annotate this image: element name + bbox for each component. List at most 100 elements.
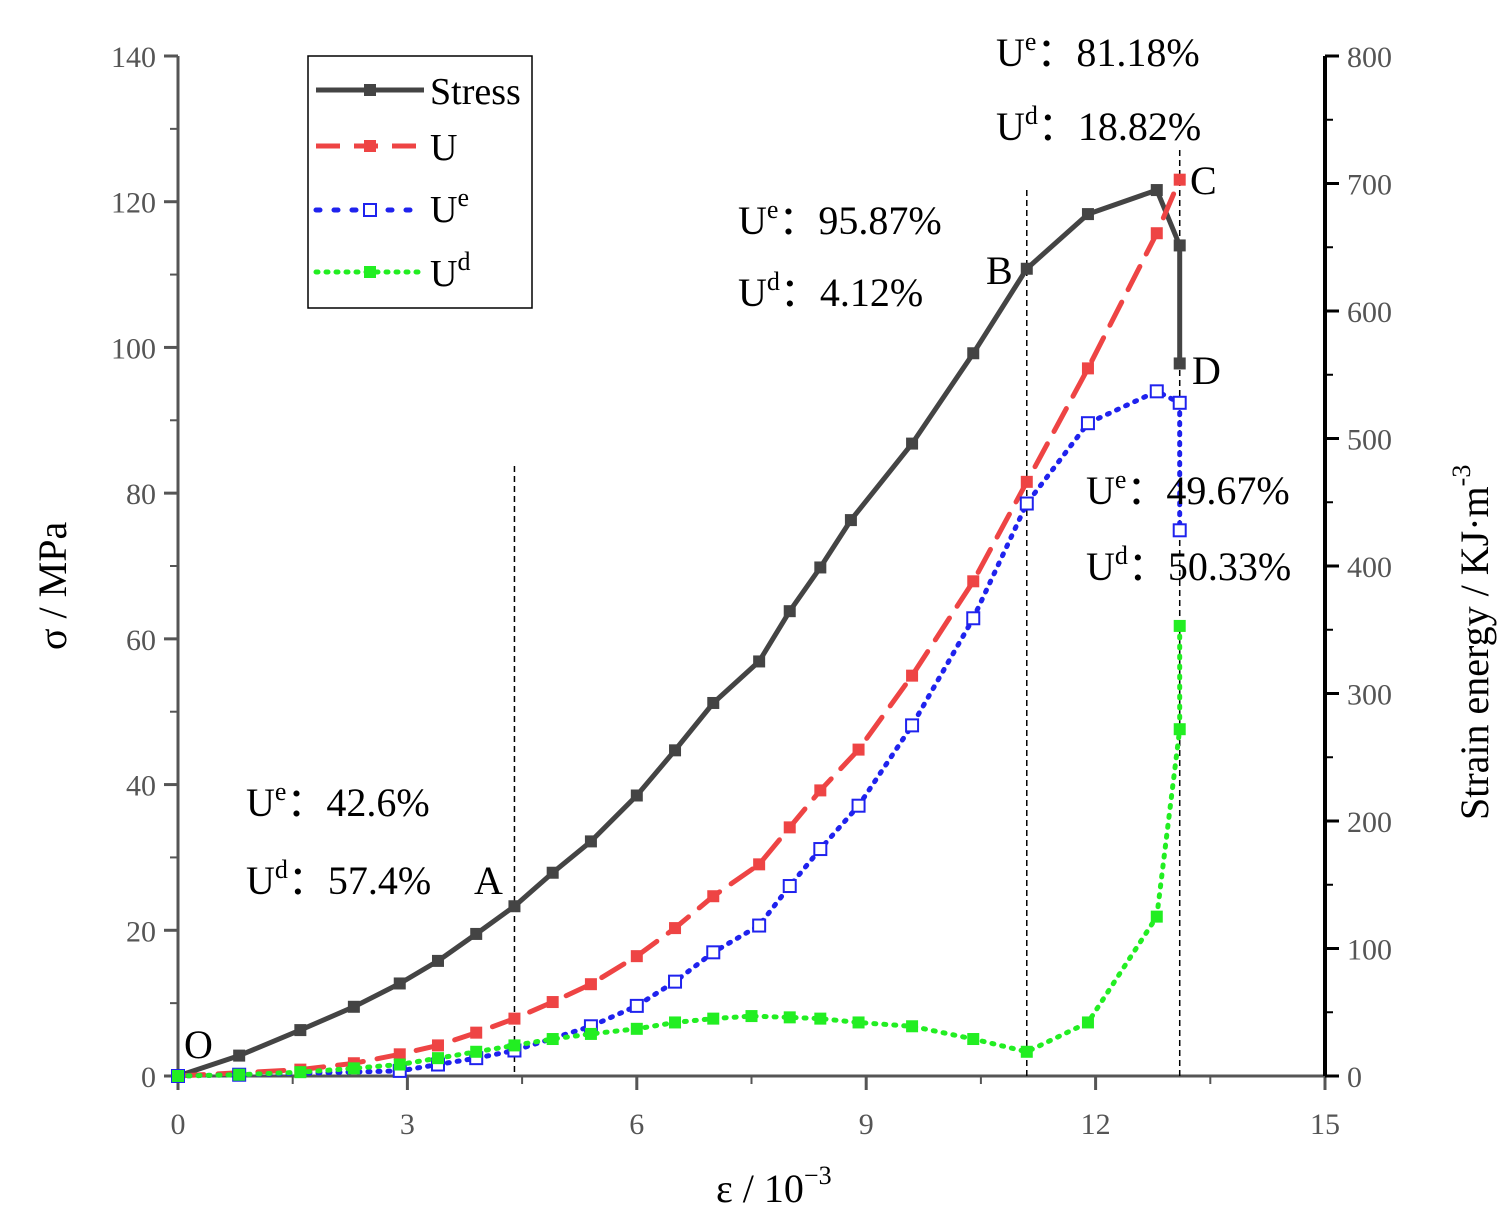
point-label-a: A [474,858,503,903]
data-point-1 [707,890,720,903]
data-point-0 [814,561,827,574]
data-point-1 [546,996,559,1009]
point-label-c: C [1190,158,1217,203]
legend-marker-u [364,140,376,152]
annotation-line: Ud：4.12% [738,267,923,315]
data-series [171,173,1187,1083]
legend-box [307,55,533,309]
data-point-2 [668,974,683,989]
y-right-tick-label: 500 [1347,424,1392,457]
legend-marker-stress [364,84,376,96]
data-point-3 [669,1016,682,1029]
data-point-0 [1173,239,1186,252]
y-right-tick-label: 0 [1347,1061,1362,1094]
series-line-1 [175,177,1183,1079]
x-axis-title: ε / 10−3 [716,1161,832,1211]
data-point-3 [852,1016,865,1029]
data-point-3 [906,1020,919,1033]
data-point-0 [1150,184,1163,197]
data-point-3 [347,1062,360,1075]
data-point-0 [233,1049,246,1062]
y-left-tick-label: 80 [126,478,156,511]
data-point-3 [1173,723,1186,736]
legend-label-ud: Ud [430,247,470,295]
data-point-3 [393,1058,406,1071]
data-point-3 [233,1068,246,1081]
data-point-1 [753,858,766,871]
data-point-3 [745,1010,758,1023]
data-point-1 [1081,362,1094,375]
data-point-0 [844,514,857,527]
tick-marks: 0 3 6 9 12 1502040608010012014001002003004005… [111,41,1392,1141]
data-point-1 [906,669,919,682]
data-point-2 [782,879,797,894]
data-point-0 [508,900,521,913]
data-point-2 [966,611,981,626]
data-point-3 [1173,619,1186,632]
data-point-3 [470,1045,483,1058]
data-point-1 [431,1039,444,1052]
point-label-o: O [184,1022,213,1067]
data-point-0 [1173,357,1186,370]
data-point-0 [783,605,796,618]
y-right-tick-label: 400 [1347,551,1392,584]
series-line-3 [175,623,1183,1079]
data-point-0 [967,347,980,360]
data-point-0 [294,1024,307,1037]
y-left-tick-label: 140 [111,41,156,74]
y-right-axis-title: Strain energy / KJ·m-3 [1447,465,1497,820]
annotation-line: Ud：50.33% [1086,541,1291,589]
data-point-0 [347,1000,360,1013]
data-point-3 [1081,1016,1094,1029]
data-point-0 [630,789,643,802]
data-point-3 [630,1022,643,1035]
data-point-3 [783,1011,796,1024]
data-point-2 [1080,416,1095,431]
data-point-3 [172,1070,184,1082]
data-point-3 [546,1033,559,1046]
legend-label-stress: Stress [430,71,521,113]
annotation-stage-b: Ue：95.87% Ud：4.12% [738,195,942,315]
x-tick-label: 12 [1081,1108,1111,1141]
data-point-1 [584,978,597,991]
data-point-1 [967,575,980,588]
data-point-0 [753,655,766,668]
y-left-tick-label: 0 [141,1061,156,1094]
data-point-1 [630,950,643,963]
annotation-line: Ud：18.82% [996,101,1201,149]
y-left-tick-label: 120 [111,187,156,220]
data-point-3 [431,1052,444,1065]
y-right-tick-label: 700 [1347,169,1392,202]
annotation-stage-c: Ue：81.18% Ud：18.82% [996,27,1201,149]
data-point-1 [814,784,827,797]
data-point-2 [706,945,721,960]
data-point-1 [1020,475,1033,488]
x-tick-label: 3 [400,1108,415,1141]
data-point-0 [393,977,406,990]
data-point-1 [393,1048,406,1061]
data-point-3 [508,1039,521,1052]
data-point-1 [508,1012,521,1025]
x-tick-label: 9 [859,1108,874,1141]
y-left-tick-label: 60 [126,624,156,657]
point-label-b: B [986,248,1013,293]
annotation-stage-d: Ue：49.67% Ud：50.33% [1086,465,1291,589]
y-left-axis-title: σ / MPa [30,522,75,650]
y-right-tick-label: 800 [1347,41,1392,74]
data-point-2 [851,798,866,813]
data-point-0 [707,696,720,709]
series-line-2 [175,388,1183,1079]
data-point-0 [431,954,444,967]
y-right-tick-label: 600 [1347,296,1392,329]
y-right-tick-label: 100 [1347,934,1392,967]
annotation-line: Ud：57.4% [246,855,431,903]
data-point-3 [584,1027,597,1040]
data-point-1 [783,821,796,834]
data-point-2 [1149,384,1164,399]
y-right-tick-label: 300 [1347,679,1392,712]
data-point-3 [1020,1045,1033,1058]
x-tick-label: 6 [629,1108,644,1141]
y-left-tick-label: 40 [126,770,156,803]
data-point-2 [1019,496,1034,511]
data-point-2 [1172,395,1187,410]
